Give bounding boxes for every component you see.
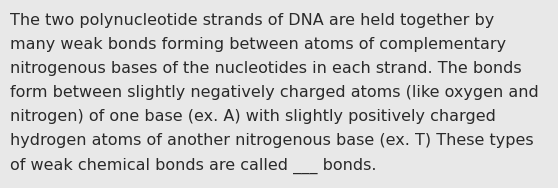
Text: nitrogenous bases of the nucleotides in each strand. The bonds: nitrogenous bases of the nucleotides in … [10,61,522,76]
Text: form between slightly negatively charged atoms (like oxygen and: form between slightly negatively charged… [10,85,539,100]
Text: The two polynucleotide strands of DNA are held together by: The two polynucleotide strands of DNA ar… [10,13,494,28]
Text: hydrogen atoms of another nitrogenous base (ex. T) These types: hydrogen atoms of another nitrogenous ba… [10,133,533,149]
Text: of weak chemical bonds are called ___ bonds.: of weak chemical bonds are called ___ bo… [10,158,377,174]
Text: many weak bonds forming between atoms of complementary: many weak bonds forming between atoms of… [10,37,506,52]
Text: nitrogen) of one base (ex. A) with slightly positively charged: nitrogen) of one base (ex. A) with sligh… [10,109,496,124]
